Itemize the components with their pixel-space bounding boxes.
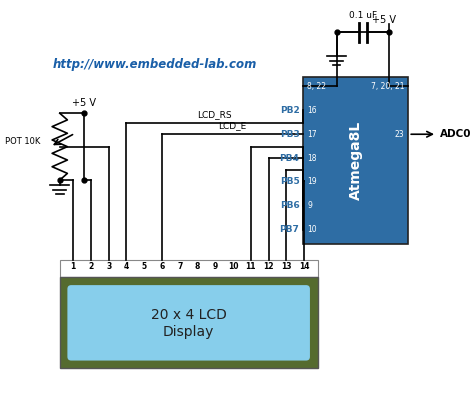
Text: 7: 7	[177, 262, 182, 271]
Text: PB7: PB7	[280, 225, 300, 234]
Text: 8, 22: 8, 22	[307, 82, 326, 91]
Text: 8: 8	[195, 262, 200, 271]
Text: 11: 11	[246, 262, 256, 271]
Bar	[60, 277, 318, 368]
Text: Atmega8L: Atmega8L	[349, 121, 363, 200]
Text: 10: 10	[307, 225, 317, 234]
Text: 5: 5	[142, 262, 147, 271]
Text: 4: 4	[124, 262, 129, 271]
Text: 0.1 uF: 0.1 uF	[349, 11, 377, 20]
Text: 18: 18	[307, 154, 317, 163]
Text: 7, 20, 21: 7, 20, 21	[371, 82, 404, 91]
Text: 6: 6	[159, 262, 164, 271]
Text: +5 V: +5 V	[72, 98, 96, 108]
Text: PB5: PB5	[280, 177, 300, 186]
Text: PB6: PB6	[280, 201, 300, 210]
Bar	[60, 260, 318, 277]
Text: 13: 13	[281, 262, 292, 271]
Text: 2: 2	[88, 262, 93, 271]
Text: 23: 23	[395, 130, 404, 139]
Text: Display: Display	[163, 325, 214, 339]
Text: 3: 3	[106, 262, 111, 271]
Text: ADC0: ADC0	[440, 129, 471, 139]
FancyBboxPatch shape	[67, 285, 310, 361]
Text: 12: 12	[264, 262, 274, 271]
Text: 9: 9	[213, 262, 218, 271]
Text: http://www.embedded-lab.com: http://www.embedded-lab.com	[53, 58, 257, 71]
Text: 10: 10	[228, 262, 238, 271]
Text: 16: 16	[307, 106, 317, 115]
Text: +5 V: +5 V	[373, 15, 396, 25]
Text: 17: 17	[307, 130, 317, 139]
Text: PB3: PB3	[280, 130, 300, 139]
Text: LCD_E: LCD_E	[219, 121, 247, 130]
Text: 9: 9	[307, 201, 312, 210]
Text: PB4: PB4	[280, 154, 300, 163]
Text: POT 10K: POT 10K	[5, 138, 41, 147]
Text: 14: 14	[299, 262, 310, 271]
Text: 20 x 4 LCD: 20 x 4 LCD	[151, 308, 227, 322]
Bar	[303, 77, 408, 244]
Text: 19: 19	[307, 177, 317, 186]
Text: PB2: PB2	[280, 106, 300, 115]
Text: LCD_RS: LCD_RS	[198, 110, 232, 119]
Text: 1: 1	[71, 262, 76, 271]
